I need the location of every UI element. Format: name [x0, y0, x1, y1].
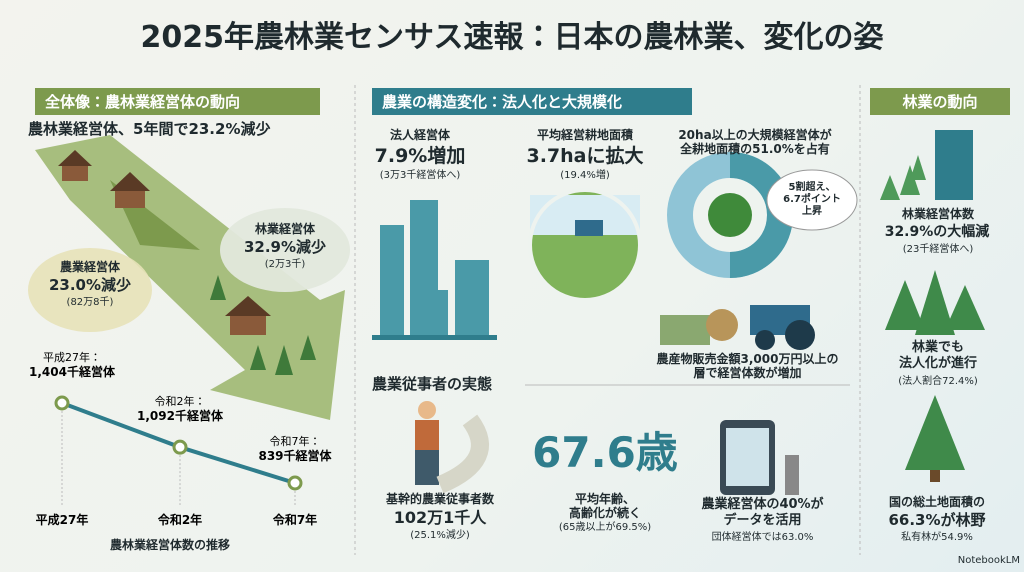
- stat-value: 7.9%増加: [374, 145, 466, 167]
- value-label: 839千経営体: [258, 448, 332, 463]
- point-label: 令和2年：: [155, 394, 206, 408]
- stat-label: 法人経営体: [389, 128, 450, 142]
- stat-note: (法人割合72.4%): [898, 376, 978, 387]
- stat-label: 林業でも 法人化が進行: [898, 340, 977, 371]
- stat-value: 32.9%減少: [243, 238, 327, 256]
- value-label: 1,404千経営体: [29, 364, 116, 379]
- stat-value: 102万1千人: [393, 508, 487, 527]
- stat-label: 農業経営体の40%が データを活用: [701, 497, 824, 528]
- point: [287, 475, 303, 491]
- stat-label: 20ha以上の大規模経営体が 全耕地面積の51.0%を占有: [678, 128, 832, 157]
- stat-note: (23千経営体へ): [902, 244, 974, 255]
- stat-label: 平均年齢、 高齢化が続く: [568, 492, 641, 521]
- section-heading: 農業従事者の実態: [372, 375, 493, 393]
- stat-note: (3万3千経営体へ): [379, 170, 461, 181]
- x-tick-label: 令和7年: [272, 512, 317, 527]
- point: [172, 439, 188, 455]
- page-title: 2025年農林業センサス速報：日本の農林業、変化の姿: [140, 20, 884, 55]
- section-heading: 農業の構造変化：法人化と大規模化: [372, 88, 692, 115]
- chart-caption: 農林業経営体数の推移: [109, 538, 230, 552]
- stat-note: (25.1%減少): [410, 530, 470, 541]
- point-label: 平成27年：: [43, 350, 101, 364]
- stat-note: (2万3千): [264, 259, 306, 270]
- value-label: 1,092千経営体: [137, 408, 224, 423]
- stat-label: 林業経営体: [254, 222, 315, 236]
- stat-note: (65歳以上が69.5%): [558, 522, 652, 533]
- stat-label: 基幹的農業従事者数: [385, 492, 494, 506]
- stat-note: (82万8千): [66, 297, 114, 308]
- x-tick-label: 平成27年: [36, 512, 89, 527]
- stat-value: 32.9%の大幅減: [884, 224, 990, 240]
- point-label: 令和7年：: [270, 434, 321, 448]
- section-heading: 全体像：農林業経営体の動向: [35, 88, 320, 115]
- stat-value: 23.0%減少: [48, 276, 132, 294]
- headline: 農林業経営体、5年間で23.2%減少: [28, 120, 271, 138]
- stat-label: 平均経営耕地面積: [536, 128, 633, 142]
- stat-label: 農産物販売金額3,000万円以上の 層で経営体数が増加: [656, 352, 839, 381]
- section-heading: 林業の動向: [870, 88, 1010, 115]
- stat-label: 林業経営体数: [901, 207, 974, 221]
- stat-note: 団体経営体では63.0%: [711, 532, 814, 543]
- stat-note: (19.4%増): [560, 170, 610, 181]
- stat-label: 国の総土地面積の: [888, 495, 985, 509]
- footer: NotebookLM: [957, 555, 1020, 566]
- stat-label: 農業経営体: [59, 260, 120, 274]
- point: [54, 395, 70, 411]
- stat-value: 66.3%が林野: [888, 511, 986, 529]
- stat-note: 私有林が54.9%: [901, 532, 973, 543]
- stat-value: 3.7haに拡大: [526, 145, 644, 167]
- x-tick-label: 令和2年: [157, 512, 202, 527]
- stat-value: 67.6歳: [532, 428, 678, 477]
- callout: 5割超え、 6.7ポイント 上昇: [783, 182, 841, 217]
